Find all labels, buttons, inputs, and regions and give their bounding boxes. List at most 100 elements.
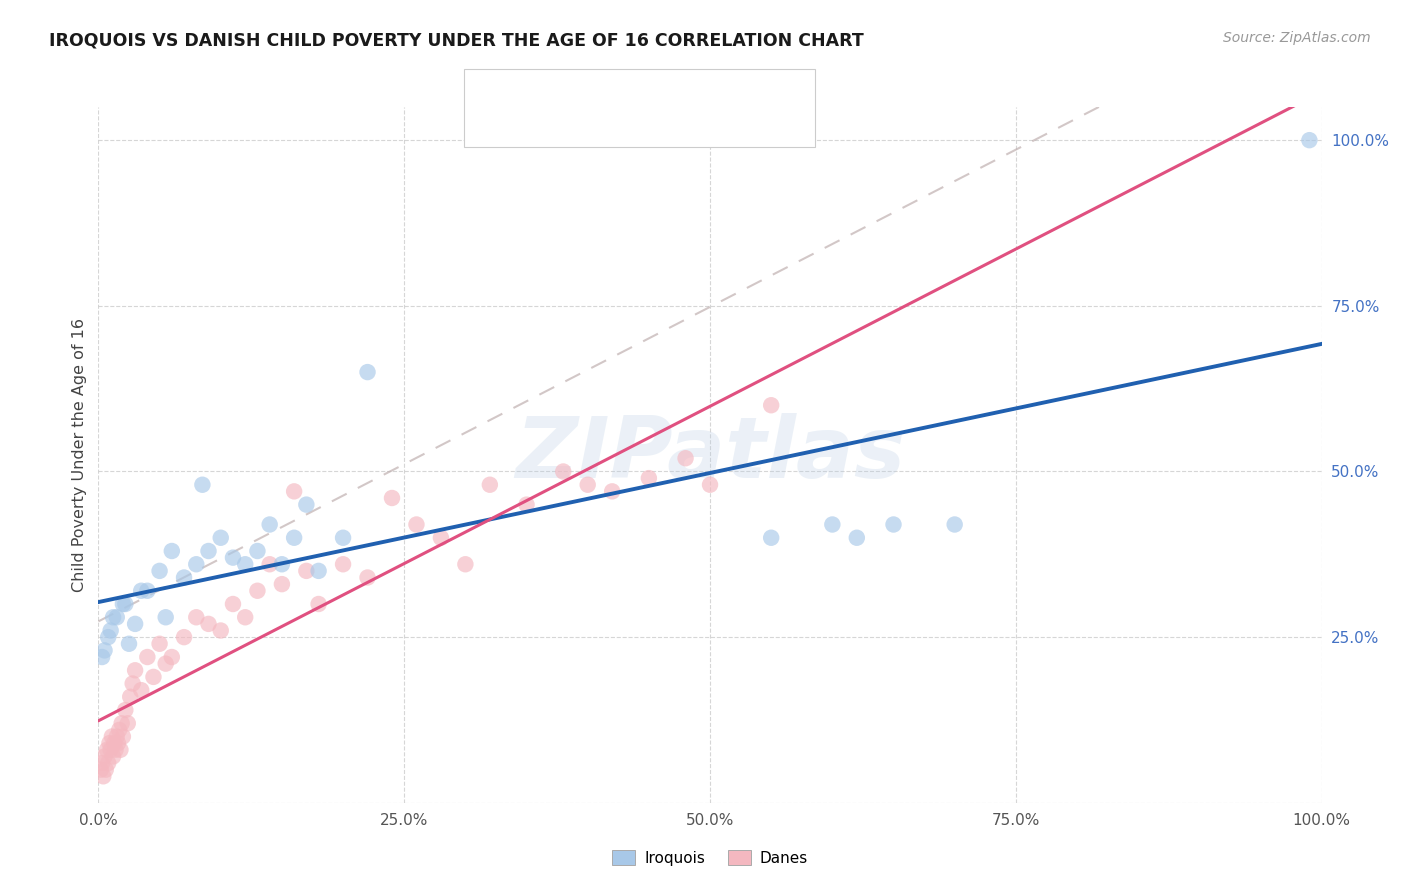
Point [124, 663, 146, 677]
Text: IROQUOIS VS DANISH CHILD POVERTY UNDER THE AGE OF 16 CORRELATION CHART: IROQUOIS VS DANISH CHILD POVERTY UNDER T… [49, 31, 863, 49]
Point [108, 723, 131, 737]
Point [454, 558, 477, 572]
Point [173, 570, 195, 584]
Point [114, 597, 136, 611]
Point [197, 616, 219, 631]
Point [699, 477, 721, 491]
Point [93, 643, 115, 657]
Point [405, 517, 427, 532]
Text: R = 0.678    N = 36: R = 0.678 N = 36 [517, 82, 675, 96]
Point [478, 477, 501, 491]
Point [761, 398, 783, 412]
Point [259, 517, 281, 532]
Point [233, 610, 256, 624]
Point [308, 564, 330, 578]
Point [381, 491, 404, 505]
Point [100, 624, 122, 638]
Point [111, 730, 134, 744]
Point [283, 531, 305, 545]
Point [91, 769, 114, 783]
Text: R = 0.537    N = 57: R = 0.537 N = 57 [517, 120, 675, 134]
Point [160, 650, 183, 665]
Point [356, 570, 378, 584]
Point [101, 749, 124, 764]
Text: Source: ZipAtlas.com: Source: ZipAtlas.com [1223, 31, 1371, 45]
Point [332, 558, 354, 572]
Point [600, 484, 623, 499]
Point [295, 564, 318, 578]
Point [117, 716, 139, 731]
Point [124, 616, 146, 631]
Point [120, 690, 142, 704]
Point [149, 564, 172, 578]
Point [761, 531, 783, 545]
Point [97, 756, 120, 770]
Point [98, 736, 121, 750]
Point [186, 610, 208, 624]
Point [332, 531, 354, 545]
Point [883, 517, 905, 532]
Point [222, 550, 245, 565]
Point [103, 736, 125, 750]
Point [155, 657, 177, 671]
Point [283, 484, 305, 499]
Point [129, 683, 152, 698]
Text: ZIPatlas: ZIPatlas [515, 413, 905, 497]
Point [104, 743, 127, 757]
Point [111, 597, 134, 611]
Point [91, 756, 114, 770]
Point [821, 517, 844, 532]
Point [101, 610, 124, 624]
Point [173, 630, 195, 644]
Point [155, 610, 177, 624]
Point [107, 736, 129, 750]
Point [356, 365, 378, 379]
Point [94, 763, 117, 777]
Point [142, 670, 165, 684]
Point [105, 730, 128, 744]
Point [136, 583, 159, 598]
Point [516, 498, 538, 512]
Point [121, 676, 143, 690]
Point [114, 703, 136, 717]
Point [191, 477, 214, 491]
Point [637, 471, 661, 485]
Point [186, 558, 208, 572]
Point [246, 544, 269, 558]
Point [270, 577, 294, 591]
Point [197, 544, 219, 558]
Point [675, 451, 697, 466]
Point [93, 749, 115, 764]
Point [553, 465, 575, 479]
Point [259, 558, 281, 572]
Point [100, 743, 122, 757]
Point [149, 637, 172, 651]
Point [576, 477, 599, 491]
Point [295, 498, 318, 512]
Point [101, 730, 124, 744]
Point [91, 650, 114, 665]
Point [105, 610, 128, 624]
Point [233, 558, 256, 572]
Point [1298, 133, 1320, 147]
Point [136, 650, 159, 665]
Point [209, 624, 232, 638]
Point [209, 531, 232, 545]
Point [943, 517, 966, 532]
Y-axis label: Child Poverty Under the Age of 16: Child Poverty Under the Age of 16 [72, 318, 87, 592]
Point [845, 531, 868, 545]
Point [430, 531, 453, 545]
Legend: Iroquois, Danes: Iroquois, Danes [606, 844, 814, 871]
Point [246, 583, 269, 598]
Point [308, 597, 330, 611]
Point [110, 743, 132, 757]
Point [90, 763, 112, 777]
Point [160, 544, 183, 558]
Point [118, 637, 141, 651]
Point [129, 583, 152, 598]
Point [96, 743, 118, 757]
Point [111, 716, 134, 731]
Point [222, 597, 245, 611]
Point [270, 558, 294, 572]
Point [97, 630, 120, 644]
